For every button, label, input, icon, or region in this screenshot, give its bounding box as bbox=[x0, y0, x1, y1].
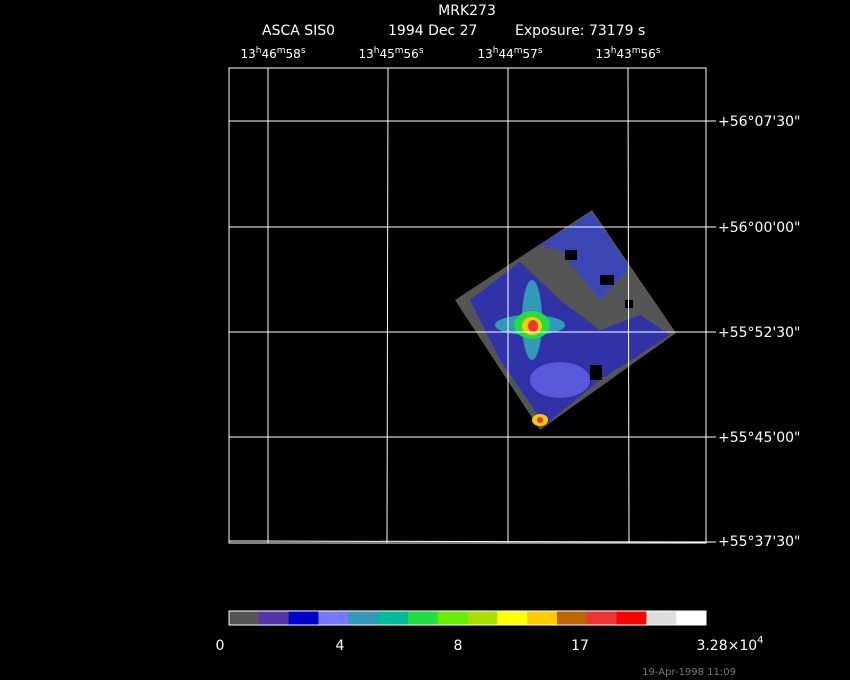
dec-label: +55°45'00" bbox=[718, 430, 800, 446]
ra-label: 13h45m56s bbox=[358, 46, 423, 61]
ra-value: 45 bbox=[379, 47, 394, 61]
dec-label: +56°00'00" bbox=[718, 220, 800, 236]
colorbar-swatch bbox=[288, 611, 319, 625]
colorbar-swatch bbox=[229, 611, 260, 625]
ra-value: 43 bbox=[616, 47, 631, 61]
timestamp: 19-Apr-1998 11:09 bbox=[642, 667, 736, 678]
ra-label: 13h46m58s bbox=[240, 46, 305, 61]
ra-value: 57 bbox=[523, 47, 538, 61]
colorbar-swatch bbox=[467, 611, 498, 625]
ra-value: 13 bbox=[240, 47, 255, 61]
ra-label: 13h44m57s bbox=[477, 46, 542, 61]
ra-value: 58 bbox=[286, 47, 301, 61]
ra-unit: h bbox=[256, 46, 262, 56]
ra-value: 13 bbox=[358, 47, 373, 61]
colorbar-swatch bbox=[437, 611, 468, 625]
ra-unit: m bbox=[514, 46, 523, 56]
colorbar-swatch bbox=[348, 611, 379, 625]
ra-unit: s bbox=[301, 46, 306, 56]
date: 1994 Dec 27 bbox=[388, 23, 477, 39]
exposure: Exposure: 73179 s bbox=[515, 23, 645, 39]
ra-unit: h bbox=[493, 46, 499, 56]
frame bbox=[228, 67, 707, 544]
dec-grid bbox=[228, 120, 717, 543]
dec-label: +56°07'30" bbox=[718, 114, 800, 130]
colorbar-swatch bbox=[616, 611, 647, 625]
ra-unit: m bbox=[632, 46, 641, 56]
ra-value: 56 bbox=[641, 47, 656, 61]
colorbar-label: 3.28×104 bbox=[696, 635, 763, 654]
colorbar-swatch bbox=[407, 611, 439, 625]
colorbar-swatch bbox=[258, 611, 290, 625]
title: MRK273 bbox=[438, 3, 496, 19]
colorbar-label: 4 bbox=[336, 638, 345, 654]
colorbar-swatch bbox=[646, 611, 677, 625]
ra-value: 13 bbox=[477, 47, 492, 61]
ra-grid bbox=[267, 67, 630, 544]
ra-unit: s bbox=[419, 46, 424, 56]
ra-value: 46 bbox=[261, 47, 276, 61]
ra-unit: s bbox=[656, 46, 661, 56]
ra-unit: h bbox=[374, 46, 380, 56]
dec-label: +55°37'30" bbox=[718, 534, 800, 550]
ra-value: 44 bbox=[498, 47, 513, 61]
colorbar-label-exp: 4 bbox=[757, 635, 763, 646]
ra-unit: m bbox=[277, 46, 286, 56]
instrument: ASCA SIS0 bbox=[262, 23, 335, 39]
ra-label: 13h43m56s bbox=[595, 46, 660, 61]
ra-value: 13 bbox=[595, 47, 610, 61]
colorbar-label-base: 3.28×10 bbox=[696, 638, 757, 654]
dec-label: +55°52'30" bbox=[718, 325, 800, 341]
colorbar-swatch bbox=[676, 611, 707, 625]
colorbar-swatch bbox=[556, 611, 588, 625]
xray-source bbox=[455, 210, 676, 430]
ra-unit: s bbox=[538, 46, 543, 56]
colorbar-frame bbox=[228, 610, 707, 626]
colorbar-label: 8 bbox=[454, 638, 463, 654]
ra-value: 56 bbox=[404, 47, 419, 61]
ra-unit: h bbox=[611, 46, 617, 56]
colorbar-swatch bbox=[586, 611, 618, 625]
colorbar-swatch bbox=[318, 611, 349, 625]
ra-unit: m bbox=[395, 46, 404, 56]
colorbar-swatch bbox=[378, 611, 409, 625]
colorbar-swatch bbox=[527, 611, 558, 625]
colorbar-label: 17 bbox=[571, 638, 589, 654]
colorbar-swatch bbox=[497, 611, 528, 625]
colorbar-label: 0 bbox=[216, 638, 225, 654]
